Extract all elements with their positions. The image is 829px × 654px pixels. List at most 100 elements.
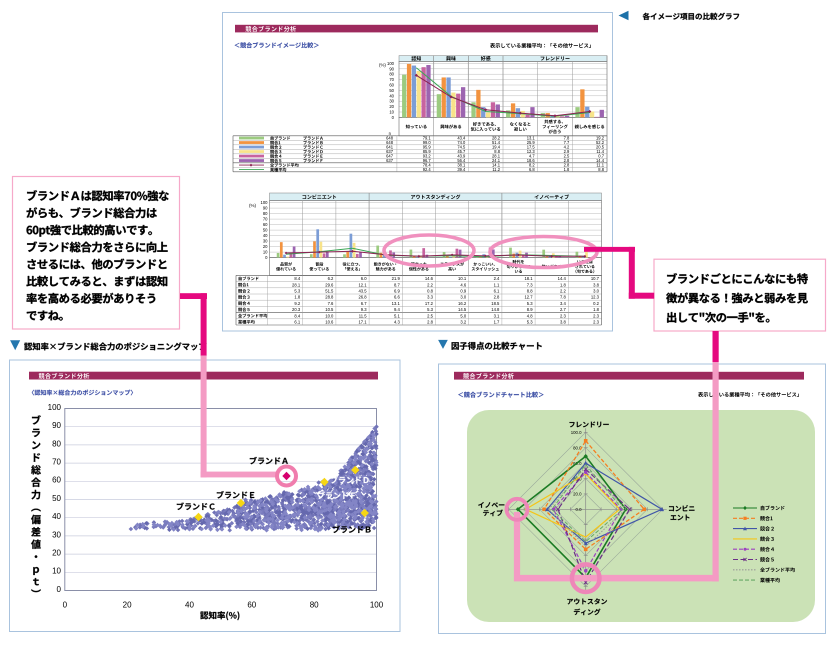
svg-text:21.9: 21.9: [392, 276, 401, 281]
svg-text:10.5: 10.5: [325, 307, 334, 312]
svg-text:3.3: 3.3: [427, 295, 433, 300]
svg-text:14.8: 14.8: [491, 307, 500, 312]
svg-text:40: 40: [185, 601, 194, 610]
svg-text:8.4: 8.4: [294, 313, 300, 318]
svg-text:0.9: 0.9: [460, 289, 466, 294]
svg-text:1.8: 1.8: [593, 307, 599, 312]
svg-text:11.5: 11.5: [359, 313, 368, 318]
svg-text:60: 60: [389, 83, 394, 88]
svg-text:9.4: 9.4: [394, 307, 400, 312]
svg-text:2.8: 2.8: [494, 295, 500, 300]
svg-text:13.1: 13.1: [392, 301, 401, 306]
svg-text:80: 80: [52, 439, 61, 448]
svg-text:9.3: 9.3: [361, 307, 367, 312]
svg-text:5.1: 5.1: [394, 313, 400, 318]
svg-text:6.2: 6.2: [328, 276, 334, 281]
svg-text:14.4: 14.4: [558, 276, 567, 281]
svg-text:26.8: 26.8: [358, 295, 367, 300]
svg-text:5.0: 5.0: [460, 313, 466, 318]
svg-text:7.8: 7.8: [560, 295, 566, 300]
svg-text:29.6: 29.6: [325, 282, 334, 287]
svg-text:43.5: 43.5: [358, 289, 367, 294]
svg-text:60: 60: [247, 601, 256, 610]
svg-text:2.3: 2.3: [593, 313, 599, 318]
svg-text:8.8: 8.8: [598, 167, 604, 172]
svg-text:17.1: 17.1: [358, 320, 367, 325]
svg-text:28.1: 28.1: [292, 282, 301, 287]
svg-text:12.7: 12.7: [524, 295, 533, 300]
svg-text:100.0: 100.0: [571, 430, 582, 435]
svg-text:30: 30: [263, 239, 268, 244]
svg-text:1.8: 1.8: [560, 282, 566, 287]
svg-text:6.1: 6.1: [494, 289, 500, 294]
svg-text:50: 50: [52, 494, 61, 503]
svg-text:18.5: 18.5: [491, 301, 500, 306]
svg-text:11.2: 11.2: [492, 167, 500, 172]
svg-text:6.1: 6.1: [294, 320, 300, 325]
svg-text:80: 80: [310, 601, 319, 610]
svg-text:40: 40: [389, 93, 394, 98]
svg-text:80: 80: [263, 211, 268, 216]
svg-text:9.2: 9.2: [294, 301, 300, 306]
svg-text:2.5: 2.5: [427, 313, 433, 318]
svg-text:40: 40: [52, 512, 61, 521]
svg-text:4.8: 4.8: [527, 313, 533, 318]
svg-text:60: 60: [52, 476, 61, 485]
svg-text:10.6: 10.6: [325, 320, 334, 325]
svg-text:(%): (%): [249, 203, 256, 208]
svg-text:30: 30: [389, 99, 394, 104]
svg-text:16.2: 16.2: [458, 301, 467, 306]
svg-text:2.8: 2.8: [427, 320, 433, 325]
svg-text:70: 70: [389, 77, 394, 82]
svg-text:7.6: 7.6: [328, 301, 334, 306]
svg-text:20: 20: [123, 601, 132, 610]
svg-text:20: 20: [263, 244, 268, 249]
svg-text:12.3: 12.3: [591, 295, 600, 300]
svg-text:1.1: 1.1: [494, 282, 500, 287]
svg-text:(%): (%): [379, 63, 386, 68]
svg-text:60: 60: [263, 222, 268, 227]
svg-text:3.8: 3.8: [593, 282, 599, 287]
svg-text:0: 0: [57, 585, 62, 594]
svg-text:8.7: 8.7: [394, 282, 400, 287]
svg-text:100: 100: [387, 61, 395, 66]
svg-text:70: 70: [52, 458, 61, 467]
svg-text:90: 90: [52, 421, 61, 430]
svg-text:10: 10: [263, 250, 268, 255]
svg-text:28.8: 28.8: [325, 295, 334, 300]
svg-text:1.8: 1.8: [294, 295, 300, 300]
svg-text:10: 10: [389, 110, 394, 115]
svg-text:14.6: 14.6: [425, 276, 434, 281]
svg-text:3.1: 3.1: [494, 313, 500, 318]
svg-text:0: 0: [63, 601, 68, 610]
svg-text:0.0: 0.0: [576, 507, 583, 512]
svg-text:2.4: 2.4: [494, 276, 500, 281]
svg-text:40: 40: [263, 233, 268, 238]
svg-text:92.4: 92.4: [423, 167, 432, 172]
svg-text:0.2: 0.2: [593, 301, 599, 306]
svg-text:8.8: 8.8: [527, 289, 533, 294]
svg-text:100: 100: [370, 601, 384, 610]
svg-text:6.0: 6.0: [361, 276, 367, 281]
svg-text:20.0: 20.0: [573, 492, 582, 497]
svg-text:3.0: 3.0: [460, 295, 466, 300]
svg-text:100: 100: [48, 403, 62, 412]
svg-text:70: 70: [263, 217, 268, 222]
svg-text:0.8: 0.8: [427, 289, 433, 294]
svg-text:17.2: 17.2: [425, 301, 434, 306]
svg-text:8.9: 8.9: [527, 307, 533, 312]
svg-text:637: 637: [386, 158, 394, 163]
svg-text:2.3: 2.3: [560, 313, 566, 318]
svg-text:18.1: 18.1: [524, 276, 533, 281]
svg-text:80: 80: [389, 72, 394, 77]
svg-text:2.3: 2.3: [593, 320, 599, 325]
svg-text:12.1: 12.1: [358, 282, 367, 287]
svg-text:50: 50: [389, 88, 394, 93]
svg-text:100: 100: [261, 200, 269, 205]
svg-text:20: 20: [52, 549, 61, 558]
svg-text:6.8: 6.8: [529, 167, 535, 172]
svg-text:10.7: 10.7: [591, 276, 600, 281]
svg-text:2.7: 2.7: [560, 307, 566, 312]
svg-text:30: 30: [52, 530, 61, 539]
svg-text:4.3: 4.3: [394, 320, 400, 325]
